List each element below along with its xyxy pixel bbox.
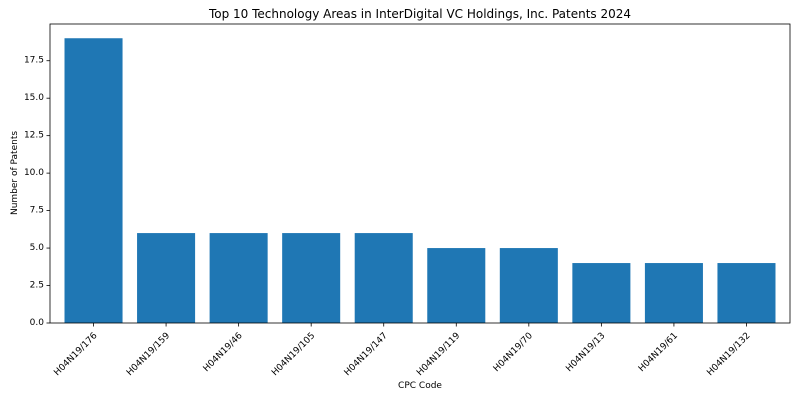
- bar-h04n19-46: [210, 233, 268, 323]
- bar-h04n19-132: [717, 263, 775, 323]
- x-axis-label: CPC Code: [398, 381, 442, 391]
- y-tick-label: 7.5: [30, 206, 44, 216]
- x-tick-label: H04N19/70: [492, 331, 535, 374]
- bar-h04n19-61: [645, 263, 703, 323]
- x-ticks-layer: H04N19/176 H04N19/159 H04N19/46 H04N19/105 H…: [52, 323, 752, 378]
- x-tick-label: H04N19/46: [202, 331, 245, 374]
- x-tick-label: H04N19/119: [415, 331, 462, 378]
- y-axis-label: Number of Patents: [10, 131, 20, 215]
- x-tick-label: H04N19/105: [270, 331, 317, 378]
- x-tick-label: H04N19/159: [125, 331, 172, 378]
- y-tick-label: 0.0: [30, 318, 45, 328]
- x-tick-label: H04N19/147: [343, 331, 390, 378]
- bar-h04n19-13: [572, 263, 630, 323]
- bar-h04n19-176: [65, 38, 123, 323]
- chart-title: Top 10 Technology Areas in InterDigital …: [208, 7, 631, 21]
- bar-h04n19-147: [355, 233, 413, 323]
- y-tick-label: 10.0: [24, 168, 44, 178]
- bar-h04n19-70: [500, 248, 558, 323]
- x-tick-label: H04N19/176: [52, 331, 99, 378]
- y-tick-label: 5.0: [30, 243, 45, 253]
- y-ticks-layer: 0.0 2.5 5.0 7.5 10.0 12.5 15.0 17.5: [24, 56, 50, 328]
- y-tick-label: 17.5: [24, 56, 44, 66]
- x-tick-label: H04N19/132: [705, 331, 752, 378]
- x-tick-label: H04N19/13: [564, 331, 607, 374]
- bar-h04n19-159: [137, 233, 195, 323]
- y-tick-label: 2.5: [30, 281, 44, 291]
- y-tick-label: 12.5: [24, 131, 44, 141]
- bar-h04n19-105: [282, 233, 340, 323]
- x-tick-label: H04N19/61: [637, 331, 680, 374]
- y-tick-label: 15.0: [24, 93, 44, 103]
- bars-layer: [65, 38, 776, 323]
- bar-h04n19-119: [427, 248, 485, 323]
